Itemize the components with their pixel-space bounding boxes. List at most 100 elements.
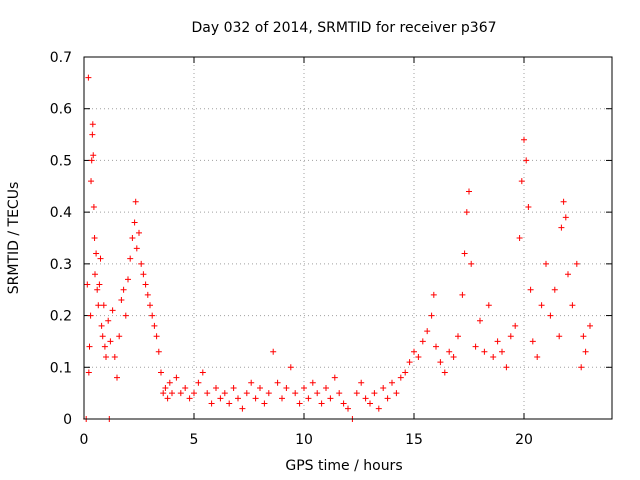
data-point [120,286,127,293]
data-point [292,390,299,397]
data-point [503,364,510,371]
data-point [419,338,426,345]
data-point [358,379,365,386]
data-point [90,203,97,210]
data-point [507,333,514,340]
data-point [105,317,112,324]
data-point [131,219,138,226]
data-point [494,338,501,345]
x-tick-labels: 0 5 10 15 20 [80,432,533,448]
x-tick-label: 10 [295,432,313,448]
x-tick-label: 15 [405,432,423,448]
y-tick-label: 0.2 [50,309,72,325]
data-point [538,302,545,309]
data-point [345,405,351,412]
data-point [235,395,241,402]
data-point [525,203,532,210]
y-tick-label: 0.5 [50,153,72,169]
x-axis-label: GPS time / hours [285,458,402,474]
data-point [186,395,193,402]
data-points [83,74,593,422]
data-point [556,333,563,340]
data-point [477,317,483,324]
x-tick-label: 5 [190,432,199,448]
data-point [138,260,145,267]
data-point [296,400,303,407]
data-point [160,390,167,397]
data-point [450,353,457,360]
data-point [521,136,527,143]
data-point [195,379,202,386]
data-point [402,369,409,376]
data-point [472,343,479,350]
data-point [261,400,268,407]
data-point [85,369,92,376]
data-point [208,400,215,407]
data-point [182,384,189,391]
data-point [301,384,307,391]
data-point [562,214,569,221]
data-point [252,395,259,402]
data-point [543,260,549,267]
data-point [97,255,104,262]
data-point [142,281,149,288]
data-point [430,291,437,298]
data-point [191,390,197,397]
data-point [91,235,98,241]
data-point [199,369,206,376]
data-point [466,188,472,195]
data-point [485,302,492,309]
data-point [582,348,589,355]
data-point [362,395,369,402]
data-point [90,152,97,159]
data-point [155,348,162,355]
data-point [305,395,312,402]
data-point [353,390,360,397]
data-point [459,291,466,298]
data-point [213,384,219,391]
data-point [384,395,391,402]
data-point [129,235,136,241]
data-point [221,390,228,397]
data-point [109,307,116,314]
data-point [93,250,100,257]
y-tick-label: 0.3 [50,257,72,273]
data-point [151,322,158,329]
data-point [318,400,325,407]
data-point [380,384,387,391]
data-point [397,374,404,381]
data-point [375,405,382,412]
data-point [433,343,439,350]
data-point [468,260,475,267]
data-point [481,348,488,355]
data-point [101,343,108,350]
plot-frame [83,56,613,420]
data-point [257,384,263,391]
data-point [162,384,169,391]
data-point [98,322,105,329]
y-tick-labels: 0 0.1 0.2 0.3 0.4 0.5 0.6 0.7 [50,50,72,428]
data-point [499,348,505,355]
data-point [314,390,321,397]
data-point [114,374,120,381]
data-point [558,224,565,231]
data-point [518,178,525,185]
data-point [578,364,585,371]
data-point [96,281,103,288]
data-point [132,198,139,205]
data-point [565,271,571,278]
data-point [226,400,233,407]
data-point [136,229,142,236]
data-point [534,353,541,360]
data-point [133,245,140,252]
data-point [89,131,96,138]
data-point [331,374,338,381]
data-point [516,235,523,241]
data-point [164,395,171,402]
y-tick-label: 0 [63,412,72,428]
data-point [587,322,593,329]
data-point [551,286,558,293]
data-point [87,312,94,319]
data-point [323,384,329,391]
x-tick-label: 0 [80,432,89,448]
